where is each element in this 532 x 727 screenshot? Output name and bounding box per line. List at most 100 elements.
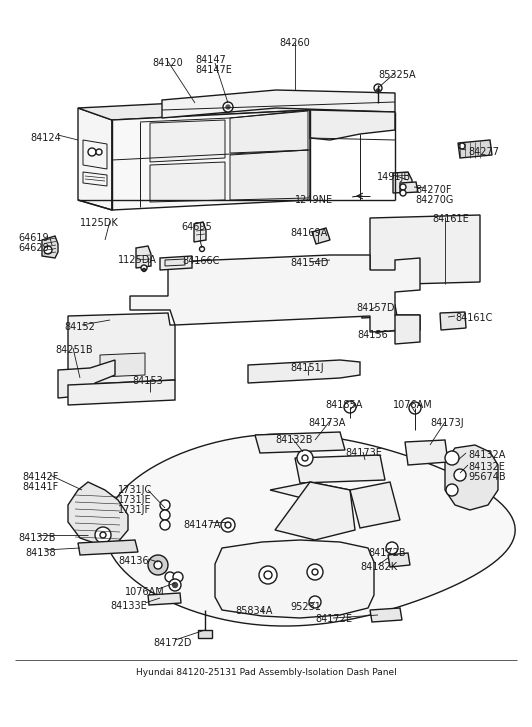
Circle shape bbox=[160, 510, 170, 520]
Circle shape bbox=[96, 149, 102, 155]
Circle shape bbox=[312, 569, 318, 575]
Circle shape bbox=[226, 105, 230, 109]
Text: 84277: 84277 bbox=[468, 147, 499, 157]
Text: 84173E: 84173E bbox=[345, 448, 382, 458]
Circle shape bbox=[386, 542, 398, 554]
Circle shape bbox=[148, 555, 168, 575]
Text: 1249NE: 1249NE bbox=[295, 195, 333, 205]
Circle shape bbox=[165, 572, 175, 582]
Text: 84154D: 84154D bbox=[290, 258, 328, 268]
Text: 84173A: 84173A bbox=[308, 418, 345, 428]
Text: 84120: 84120 bbox=[152, 58, 183, 68]
Polygon shape bbox=[275, 482, 355, 540]
Polygon shape bbox=[445, 445, 498, 510]
Polygon shape bbox=[230, 150, 308, 200]
Text: 84141F: 84141F bbox=[22, 482, 58, 492]
Text: 84251B: 84251B bbox=[55, 345, 93, 355]
Polygon shape bbox=[68, 482, 128, 545]
Polygon shape bbox=[100, 353, 145, 377]
Text: 84169A: 84169A bbox=[290, 228, 327, 238]
Text: 84185A: 84185A bbox=[325, 400, 362, 410]
Text: 1125DK: 1125DK bbox=[80, 218, 119, 228]
Polygon shape bbox=[130, 255, 420, 332]
Polygon shape bbox=[78, 540, 138, 555]
Text: 84182K: 84182K bbox=[360, 562, 397, 572]
Text: 1125DA: 1125DA bbox=[118, 255, 157, 265]
Text: 84147A: 84147A bbox=[183, 520, 220, 530]
Polygon shape bbox=[370, 608, 402, 622]
Circle shape bbox=[302, 455, 308, 461]
Text: 84153: 84153 bbox=[132, 376, 163, 386]
Text: 84152: 84152 bbox=[64, 322, 95, 332]
Circle shape bbox=[409, 402, 421, 414]
Circle shape bbox=[374, 84, 382, 92]
Text: 84172E: 84172E bbox=[315, 614, 352, 624]
Text: 1491JB: 1491JB bbox=[377, 172, 411, 182]
Text: 1076AM: 1076AM bbox=[393, 400, 433, 410]
Circle shape bbox=[400, 184, 406, 190]
Text: 84147E: 84147E bbox=[195, 65, 232, 75]
Circle shape bbox=[172, 582, 178, 587]
Polygon shape bbox=[388, 553, 410, 567]
Polygon shape bbox=[105, 434, 515, 626]
Polygon shape bbox=[42, 236, 58, 258]
Circle shape bbox=[221, 518, 235, 532]
Polygon shape bbox=[58, 360, 115, 398]
Polygon shape bbox=[310, 110, 395, 140]
Polygon shape bbox=[255, 432, 345, 453]
Text: 84136: 84136 bbox=[118, 556, 148, 566]
Text: 84161E: 84161E bbox=[432, 214, 469, 224]
Text: 84156: 84156 bbox=[357, 330, 388, 340]
Polygon shape bbox=[440, 312, 466, 330]
Polygon shape bbox=[150, 162, 225, 202]
Text: 84172B: 84172B bbox=[368, 548, 405, 558]
Text: 84260: 84260 bbox=[280, 38, 310, 48]
Text: 85325A: 85325A bbox=[378, 70, 415, 80]
Circle shape bbox=[100, 532, 106, 538]
Polygon shape bbox=[78, 98, 310, 120]
Polygon shape bbox=[350, 482, 400, 528]
Polygon shape bbox=[78, 108, 112, 210]
Circle shape bbox=[223, 102, 233, 112]
Circle shape bbox=[173, 572, 183, 582]
Circle shape bbox=[400, 190, 406, 196]
Polygon shape bbox=[400, 182, 418, 193]
Polygon shape bbox=[194, 222, 206, 242]
Circle shape bbox=[454, 469, 466, 481]
Polygon shape bbox=[162, 90, 395, 118]
Circle shape bbox=[95, 527, 111, 543]
Text: 84133E: 84133E bbox=[110, 601, 147, 611]
Text: 84151J: 84151J bbox=[290, 363, 323, 373]
Polygon shape bbox=[248, 360, 360, 383]
Circle shape bbox=[169, 579, 181, 591]
Text: 1731JE: 1731JE bbox=[118, 495, 152, 505]
Text: 64695: 64695 bbox=[181, 222, 212, 232]
Polygon shape bbox=[165, 259, 185, 266]
Circle shape bbox=[160, 500, 170, 510]
Circle shape bbox=[160, 520, 170, 530]
Text: 64619: 64619 bbox=[18, 233, 48, 243]
Polygon shape bbox=[68, 313, 175, 385]
Polygon shape bbox=[395, 315, 420, 344]
Polygon shape bbox=[136, 246, 151, 268]
Circle shape bbox=[264, 571, 272, 579]
Polygon shape bbox=[270, 482, 350, 500]
Text: 84142F: 84142F bbox=[22, 472, 59, 482]
Text: 95231: 95231 bbox=[290, 602, 321, 612]
Polygon shape bbox=[295, 455, 385, 483]
Text: 84172D: 84172D bbox=[153, 638, 192, 648]
Polygon shape bbox=[405, 440, 448, 465]
Circle shape bbox=[259, 566, 277, 584]
Text: 84132B: 84132B bbox=[275, 435, 312, 445]
Text: 84132B: 84132B bbox=[18, 533, 55, 543]
Circle shape bbox=[309, 596, 321, 608]
Circle shape bbox=[459, 143, 465, 149]
Polygon shape bbox=[198, 630, 212, 638]
Text: 84138: 84138 bbox=[25, 548, 56, 558]
Polygon shape bbox=[230, 111, 308, 153]
Text: 1076AM: 1076AM bbox=[125, 587, 165, 597]
Circle shape bbox=[297, 450, 313, 466]
Circle shape bbox=[44, 246, 52, 254]
Text: 1731JF: 1731JF bbox=[118, 505, 151, 515]
Text: 84270F: 84270F bbox=[415, 185, 452, 195]
